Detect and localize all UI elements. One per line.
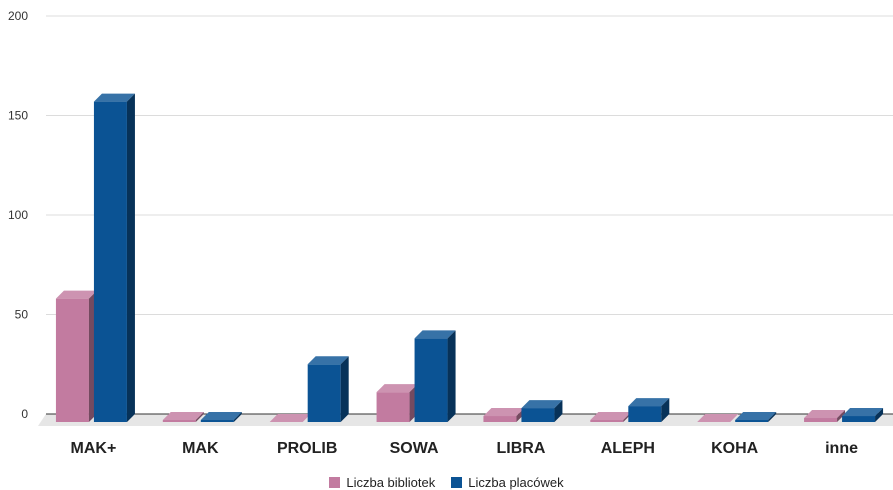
bar-top (414, 330, 456, 339)
bar (93, 93, 135, 423)
bar-side (126, 93, 135, 423)
bar (55, 290, 97, 422)
category-label: PROLIB (277, 440, 337, 457)
bar-top (697, 414, 739, 422)
bar (414, 330, 456, 422)
bar-front (628, 406, 662, 422)
bar-front (200, 420, 234, 422)
category-label: MAK+ (71, 440, 117, 457)
bar-side (554, 400, 563, 422)
bar-top (842, 408, 884, 417)
bar-top (376, 384, 418, 393)
category-label: SOWA (390, 440, 439, 457)
bar-top (804, 410, 846, 419)
legend: Liczba bibliotek Liczba placówek (0, 474, 893, 490)
bar (307, 356, 349, 422)
bar-front (414, 338, 448, 422)
legend-label-bibliotek: Liczba bibliotek (346, 474, 436, 490)
bar-top (200, 412, 242, 421)
y-tick-label: 100 (8, 208, 28, 222)
bar-chart: 0 50 100 150 200 MAK+ MAK PROLIB SOWA LIBRA ALEPH… (8, 9, 893, 457)
bar-top (55, 290, 97, 299)
bar (200, 412, 242, 422)
bar-front (735, 420, 769, 422)
bar-side (233, 412, 242, 422)
bar-top (590, 412, 632, 421)
y-tick-label: 0 (21, 407, 28, 421)
bar (162, 412, 204, 422)
bar (697, 414, 739, 422)
bar-side (661, 398, 670, 422)
bar-top (628, 398, 670, 407)
bar-front (590, 420, 624, 422)
bars (55, 93, 884, 423)
bar (269, 414, 311, 422)
bar-top (162, 412, 204, 421)
bar-side (837, 410, 846, 422)
bar-top (269, 414, 311, 422)
legend-item-placowek[interactable]: Liczba placówek (451, 474, 564, 490)
floor-plane (38, 414, 893, 426)
category-label: ALEPH (601, 440, 655, 457)
bar-side (340, 356, 349, 422)
bar-side (875, 408, 884, 422)
bar (521, 400, 563, 422)
bar-front (307, 364, 341, 422)
y-tick-label: 150 (8, 109, 28, 123)
y-axis-ticks: 0 50 100 150 200 (8, 9, 28, 421)
bar-side (195, 412, 204, 422)
bar (735, 412, 777, 422)
bar-top (735, 412, 777, 421)
bar (804, 410, 846, 422)
category-label: inne (825, 440, 858, 457)
category-label: KOHA (711, 440, 759, 457)
category-label: LIBRA (496, 440, 545, 457)
bar (842, 408, 884, 422)
category-labels: MAK+ MAK PROLIB SOWA LIBRA ALEPH KOHA inne (71, 440, 859, 457)
bar-front (521, 408, 555, 422)
legend-swatch-bibliotek (329, 476, 341, 488)
bar-top (521, 400, 563, 409)
y-tick-label: 200 (8, 9, 28, 23)
bar (376, 384, 418, 422)
bar-top (483, 408, 525, 417)
bar-front (804, 418, 838, 422)
bar-front (376, 392, 410, 422)
gridlines (46, 15, 893, 315)
bar-front (55, 298, 89, 422)
y-tick-label: 50 (15, 308, 29, 322)
category-label: MAK (182, 440, 219, 457)
bar-front (842, 416, 876, 422)
legend-label-placowek: Liczba placówek (468, 474, 564, 490)
bar-front (162, 420, 196, 422)
bar-top (93, 93, 135, 102)
bar-side (447, 330, 456, 422)
bar-top (307, 356, 349, 365)
bar-front (93, 101, 127, 423)
legend-item-bibliotek[interactable]: Liczba bibliotek (329, 475, 435, 490)
bar-front (483, 416, 517, 422)
bar (628, 398, 670, 422)
bar-side (768, 412, 777, 422)
legend-swatch-placowek (451, 476, 463, 488)
bar (483, 408, 525, 422)
